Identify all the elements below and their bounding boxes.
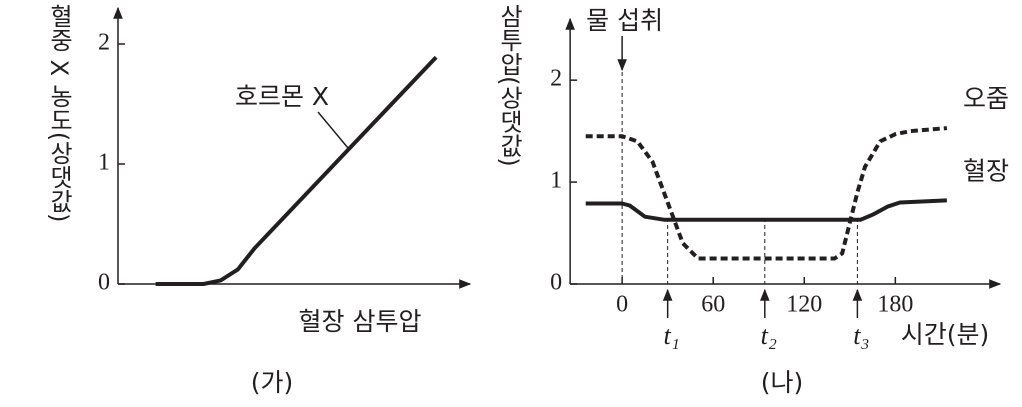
marker-label: t₁ bbox=[664, 321, 680, 350]
series-label: 오줌 bbox=[963, 84, 1009, 113]
marker-label: t₃ bbox=[853, 321, 869, 350]
x-axis-label: 혈장 삼투압 bbox=[299, 307, 422, 336]
x-tick-label: 60 bbox=[701, 292, 725, 318]
caption: (가) bbox=[251, 368, 294, 397]
y-tick-label: 0 bbox=[98, 270, 110, 296]
x-axis-label: 시간(분) bbox=[901, 320, 990, 349]
series-label: 혈장 bbox=[963, 156, 1009, 185]
series-label: 호르몬 X bbox=[235, 82, 329, 111]
y-tick-label: 1 bbox=[550, 168, 562, 194]
annotation: 물 섭취 bbox=[586, 6, 663, 35]
series-line bbox=[585, 126, 948, 261]
caption: (나) bbox=[761, 368, 804, 397]
y-axis-label: 혈중 X 농도(상댓값) bbox=[45, 4, 73, 222]
y-tick-label: 2 bbox=[550, 66, 562, 92]
y-tick-label: 2 bbox=[98, 30, 110, 56]
series-line bbox=[155, 55, 438, 286]
y-axis-label: 삼투압(상댓값) bbox=[495, 4, 523, 167]
y-tick-label: 1 bbox=[98, 150, 110, 176]
series-line bbox=[585, 198, 947, 222]
marker-label: t₂ bbox=[761, 321, 777, 350]
x-tick-label: 120 bbox=[786, 292, 822, 318]
leader-line bbox=[317, 111, 349, 149]
x-tick-label: 0 bbox=[616, 292, 628, 318]
x-tick-label: 180 bbox=[877, 292, 913, 318]
y-tick-label: 0 bbox=[550, 270, 562, 296]
